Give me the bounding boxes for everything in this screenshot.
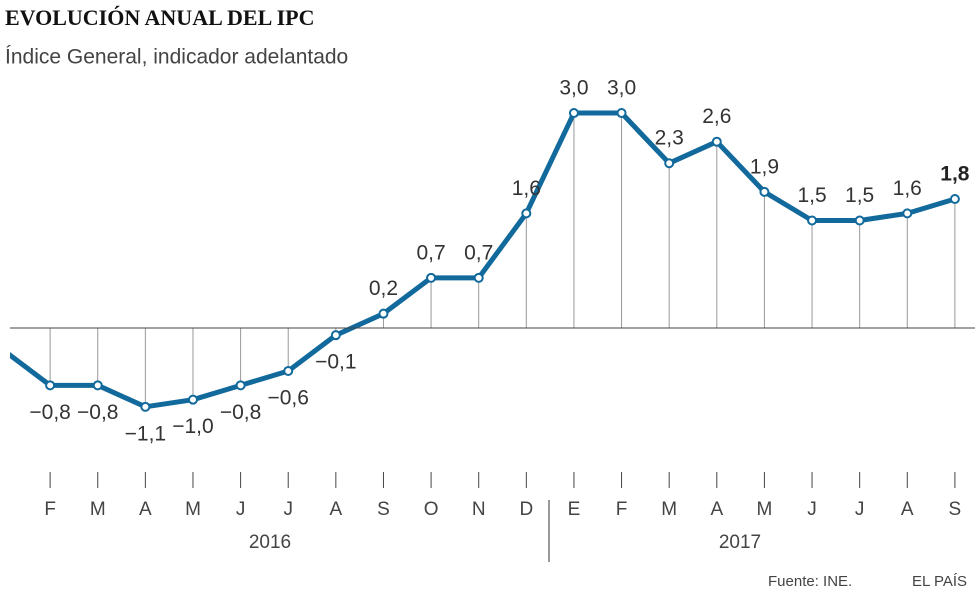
- x-tick-label: J: [283, 499, 293, 520]
- x-tick-label: M: [661, 499, 677, 520]
- value-label: 2,3: [655, 127, 684, 150]
- point: [0, 346, 7, 354]
- x-tick-label: D: [519, 499, 533, 520]
- value-label: 3,0: [559, 77, 588, 100]
- point: [521, 208, 532, 219]
- point: [616, 108, 627, 119]
- value-label: 1,8: [940, 163, 970, 186]
- value-label: 3,0: [607, 77, 636, 100]
- x-tick-label: A: [139, 499, 152, 520]
- point: [473, 272, 484, 283]
- point: [187, 394, 198, 405]
- value-label: −0,8: [29, 401, 70, 424]
- value-label: 2,6: [702, 105, 731, 128]
- point: [759, 186, 770, 197]
- point: [235, 380, 246, 391]
- chart-title: EVOLUCIÓN ANUAL DEL IPC: [5, 5, 314, 30]
- point: [902, 208, 913, 219]
- value-label: −0,8: [220, 401, 261, 424]
- value-label: 0,7: [416, 241, 445, 264]
- value-label: 1,6: [512, 177, 541, 200]
- x-tick-label: J: [855, 499, 865, 520]
- value-label: −1,1: [125, 422, 166, 445]
- point: [140, 401, 151, 412]
- point: [568, 108, 579, 119]
- credit: EL PAÍS: [912, 573, 967, 590]
- x-tick-label: A: [329, 499, 342, 520]
- x-tick-label: J: [807, 499, 817, 520]
- x-tick-label: F: [616, 499, 628, 520]
- point: [854, 215, 865, 226]
- value-label: 1,9: [750, 155, 779, 178]
- point: [426, 272, 437, 283]
- x-tick-label: J: [236, 499, 246, 520]
- x-tick-label: F: [44, 499, 56, 520]
- value-label: −1,0: [172, 415, 213, 438]
- point: [92, 380, 103, 391]
- x-tick-label: E: [568, 499, 581, 520]
- x-tick-label: M: [757, 499, 773, 520]
- x-tick-label: M: [185, 499, 201, 520]
- year-label: 2016: [249, 532, 291, 553]
- value-label: 1,6: [893, 177, 922, 200]
- x-tick-label: A: [901, 499, 914, 520]
- x-tick-label: O: [424, 499, 439, 520]
- value-label: 0,2: [369, 277, 398, 300]
- point: [807, 215, 818, 226]
- point: [283, 366, 294, 377]
- value-label: −0,8: [77, 401, 118, 424]
- plot: [0, 108, 960, 412]
- point: [330, 330, 341, 341]
- value-label: 1,5: [797, 184, 826, 207]
- value-label: −0,6: [267, 387, 308, 410]
- year-label: 2017: [719, 532, 761, 553]
- point: [378, 308, 389, 319]
- value-label: −0,1: [315, 351, 356, 374]
- value-label: 0,7: [464, 241, 493, 264]
- source: Fuente: INE.: [768, 573, 852, 590]
- point: [664, 158, 675, 169]
- x-tick-label: A: [710, 499, 723, 520]
- point: [45, 380, 56, 391]
- chart-subtitle: Índice General, indicador adelantado: [5, 46, 348, 69]
- point: [711, 136, 722, 147]
- x-tick-label: S: [377, 499, 390, 520]
- value-label: 1,5: [845, 184, 874, 207]
- x-tick-label: S: [949, 499, 962, 520]
- x-tick-label: N: [472, 499, 486, 520]
- x-tick-label: M: [90, 499, 106, 520]
- point: [949, 194, 960, 205]
